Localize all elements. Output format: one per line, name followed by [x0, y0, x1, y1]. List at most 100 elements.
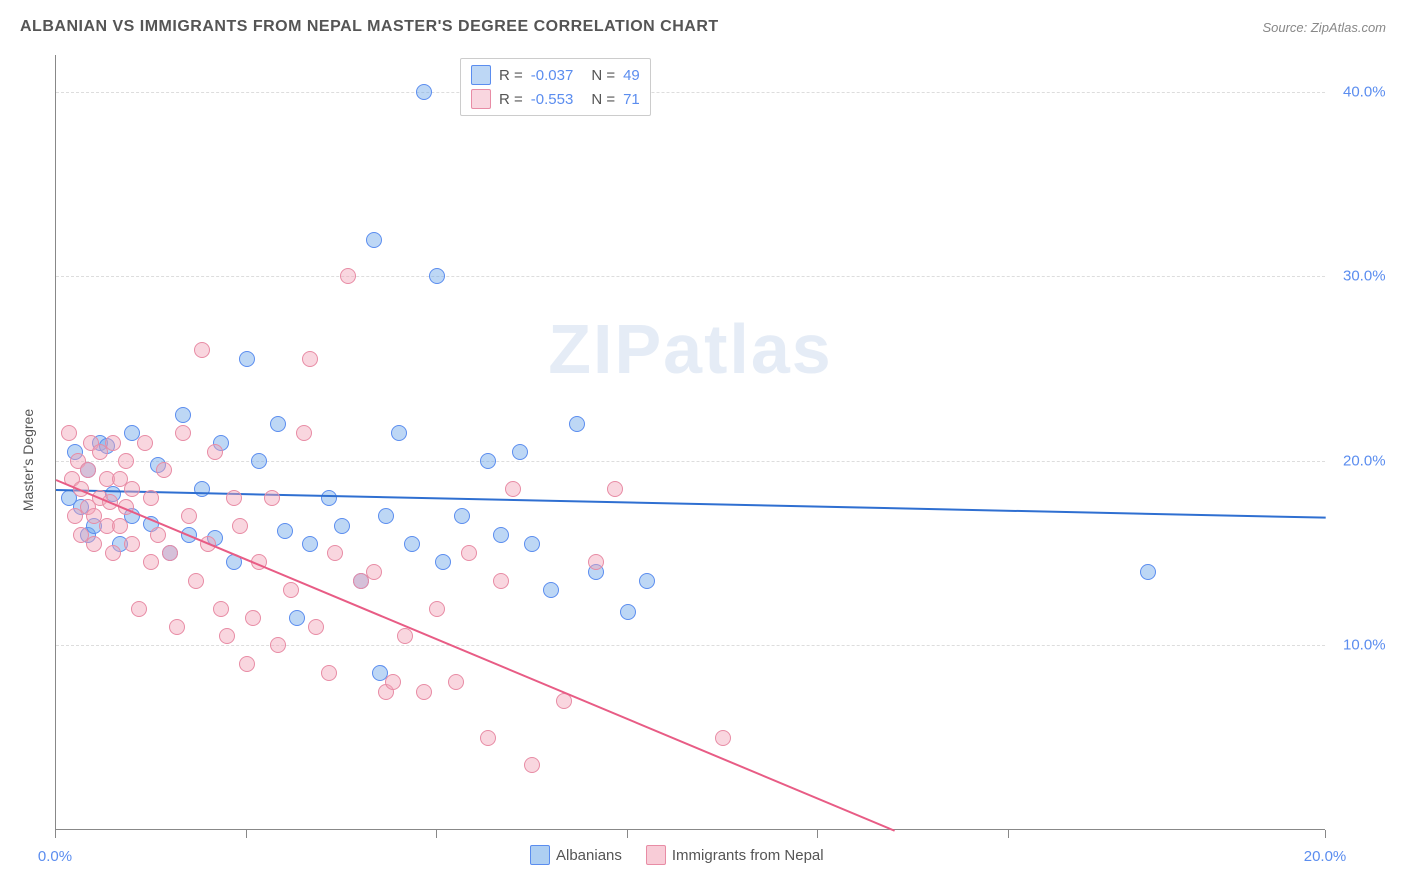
data-point	[366, 232, 382, 248]
x-tick-mark	[436, 830, 437, 838]
data-point	[321, 665, 337, 681]
x-tick-mark	[55, 830, 56, 838]
legend-swatch	[646, 845, 666, 865]
title-bar: ALBANIAN VS IMMIGRANTS FROM NEPAL MASTER…	[20, 18, 1386, 36]
source-label: Source: ZipAtlas.com	[1262, 20, 1386, 35]
data-point	[639, 573, 655, 589]
gridline	[56, 276, 1325, 277]
data-point	[137, 435, 153, 451]
data-point	[105, 545, 121, 561]
data-point	[289, 610, 305, 626]
bottom-legend: Albanians Immigrants from Nepal	[530, 845, 824, 865]
y-tick-label: 20.0%	[1343, 452, 1386, 469]
data-point	[61, 425, 77, 441]
data-point	[1140, 564, 1156, 580]
data-point	[175, 407, 191, 423]
stat-r-value: -0.553	[531, 91, 574, 108]
data-point	[588, 554, 604, 570]
data-point	[302, 351, 318, 367]
x-tick-mark	[1325, 830, 1326, 838]
trend-line	[56, 479, 895, 831]
legend-item: Immigrants from Nepal	[646, 845, 824, 865]
gridline	[56, 461, 1325, 462]
legend-swatch	[471, 89, 491, 109]
data-point	[493, 573, 509, 589]
x-tick-mark	[246, 830, 247, 838]
x-tick-mark	[817, 830, 818, 838]
legend-swatch	[471, 65, 491, 85]
data-point	[150, 527, 166, 543]
data-point	[207, 444, 223, 460]
data-point	[543, 582, 559, 598]
stat-n-label: N =	[591, 67, 615, 84]
data-point	[270, 637, 286, 653]
trend-line	[56, 489, 1326, 519]
y-tick-label: 10.0%	[1343, 637, 1386, 654]
data-point	[524, 536, 540, 552]
data-point	[156, 462, 172, 478]
data-point	[480, 453, 496, 469]
data-point	[302, 536, 318, 552]
data-point	[334, 518, 350, 534]
data-point	[112, 518, 128, 534]
y-tick-label: 30.0%	[1343, 268, 1386, 285]
data-point	[340, 268, 356, 284]
data-point	[118, 453, 134, 469]
data-point	[296, 425, 312, 441]
stats-row: R =-0.037N =49	[471, 63, 640, 87]
data-point	[86, 536, 102, 552]
data-point	[226, 490, 242, 506]
data-point	[385, 674, 401, 690]
data-point	[512, 444, 528, 460]
stat-n-label: N =	[591, 91, 615, 108]
data-point	[416, 84, 432, 100]
data-point	[270, 416, 286, 432]
data-point	[366, 564, 382, 580]
data-point	[277, 523, 293, 539]
y-axis-label: Master's Degree	[20, 409, 36, 511]
chart-title: ALBANIAN VS IMMIGRANTS FROM NEPAL MASTER…	[20, 18, 719, 36]
legend-label: Albanians	[556, 847, 622, 864]
data-point	[493, 527, 509, 543]
data-point	[715, 730, 731, 746]
data-point	[404, 536, 420, 552]
data-point	[448, 674, 464, 690]
data-point	[454, 508, 470, 524]
data-point	[175, 425, 191, 441]
data-point	[524, 757, 540, 773]
data-point	[143, 554, 159, 570]
watermark: ZIPatlas	[548, 309, 832, 389]
data-point	[213, 601, 229, 617]
data-point	[435, 554, 451, 570]
data-point	[143, 490, 159, 506]
data-point	[397, 628, 413, 644]
data-point	[429, 601, 445, 617]
data-point	[245, 610, 261, 626]
stat-r-label: R =	[499, 91, 523, 108]
data-point	[181, 508, 197, 524]
data-point	[124, 536, 140, 552]
data-point	[194, 342, 210, 358]
data-point	[80, 462, 96, 478]
data-point	[505, 481, 521, 497]
stats-row: R = -0.553 N = 71	[471, 87, 640, 111]
x-tick-label: 0.0%	[38, 848, 72, 865]
stat-n-value: 49	[623, 67, 640, 84]
data-point	[391, 425, 407, 441]
x-tick-label: 20.0%	[1304, 848, 1347, 865]
data-point	[607, 481, 623, 497]
y-tick-label: 40.0%	[1343, 83, 1386, 100]
stat-r-label: R =	[499, 67, 523, 84]
legend-label: Immigrants from Nepal	[672, 847, 824, 864]
data-point	[569, 416, 585, 432]
data-point	[480, 730, 496, 746]
legend-item: Albanians	[530, 845, 622, 865]
data-point	[124, 481, 140, 497]
plot-area: ZIPatlas	[55, 55, 1325, 830]
data-point	[105, 435, 121, 451]
data-point	[327, 545, 343, 561]
data-point	[321, 490, 337, 506]
data-point	[283, 582, 299, 598]
data-point	[308, 619, 324, 635]
stat-n-value: 71	[623, 91, 640, 108]
